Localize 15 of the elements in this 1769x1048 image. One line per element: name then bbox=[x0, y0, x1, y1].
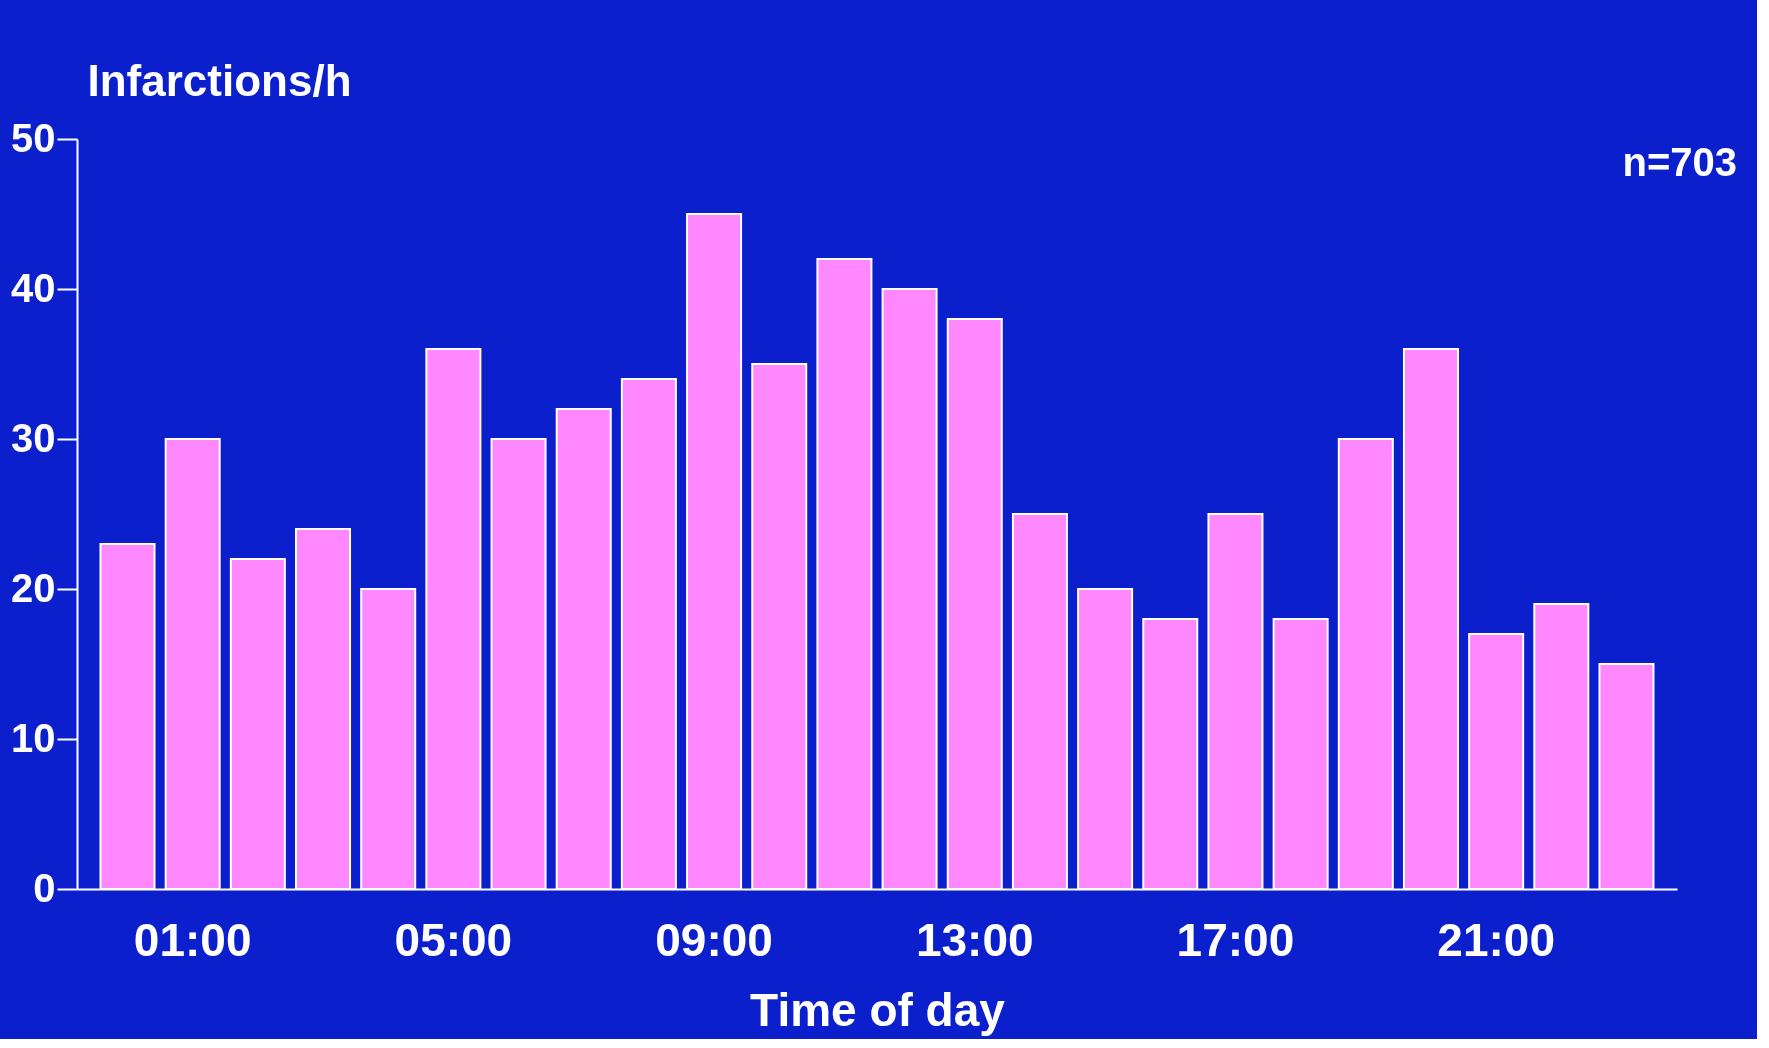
y-tick-label: 20 bbox=[11, 565, 56, 610]
y-tick-label: 0 bbox=[33, 865, 56, 910]
y-tick-label: 10 bbox=[11, 715, 56, 760]
x-tick-label: 21:00 bbox=[1437, 913, 1555, 966]
y-axis-title: Infarctions/h bbox=[87, 55, 352, 105]
y-tick-label: 50 bbox=[11, 115, 56, 160]
x-tick-label: 17:00 bbox=[1176, 913, 1295, 966]
x-axis-title: Time of day bbox=[750, 983, 1006, 1036]
x-tick-label: 13:00 bbox=[915, 913, 1034, 966]
annotation: n=703 bbox=[1622, 140, 1737, 184]
x-tick-label: 01:00 bbox=[133, 913, 252, 966]
y-tick-label: 40 bbox=[11, 265, 56, 310]
x-tick-label: 09:00 bbox=[655, 913, 773, 966]
x-tick-label: 05:00 bbox=[394, 913, 513, 966]
y-tick-label: 30 bbox=[11, 415, 56, 460]
